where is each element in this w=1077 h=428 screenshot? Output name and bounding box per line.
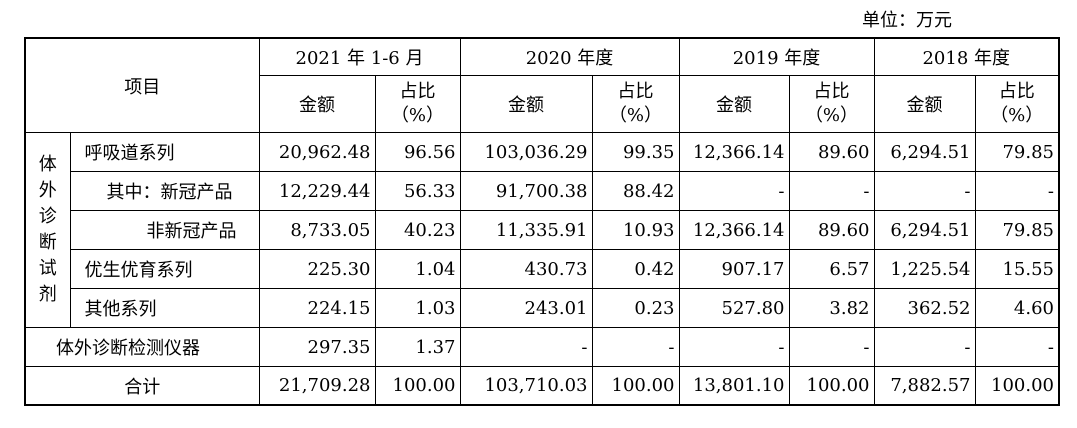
- header-item: 项目: [24, 37, 260, 133]
- cell-value: 225.30: [258, 249, 376, 289]
- cell-value: 0.42: [591, 249, 680, 289]
- cell-value: -: [591, 327, 680, 367]
- cell-value: 100.00: [974, 366, 1060, 406]
- header-row-periods: 项目 2021 年 1-6 月 2020 年度 2019 年度 2018 年度: [24, 37, 1060, 133]
- row-label: 其中：新冠产品: [69, 171, 260, 211]
- cell-value: 907.17: [678, 249, 790, 289]
- cell-value: 527.80: [678, 288, 790, 328]
- header-amount: 金额: [459, 75, 593, 133]
- row-label: 优生优育系列: [69, 249, 260, 289]
- cell-value: 99.35: [591, 132, 680, 172]
- cell-value: 10.93: [591, 210, 680, 250]
- cell-value: 100.00: [591, 366, 680, 406]
- cell-value: 1.37: [374, 327, 461, 367]
- cell-value: 13,801.10: [678, 366, 790, 406]
- cell-value: 362.52: [873, 288, 976, 328]
- row-label: 体外诊断检测仪器: [24, 327, 260, 367]
- table-row-total: 合计 21,709.28 100.00 103,710.03 100.00 13…: [24, 366, 1060, 406]
- table-row: 其他系列 224.15 1.03 243.01 0.23 527.80 3.82…: [25, 288, 1060, 328]
- table-row: 非新冠产品 8,733.05 40.23 11,335.91 10.93 12,…: [25, 210, 1060, 250]
- header-amount: 金额: [873, 75, 976, 133]
- cell-value: 0.23: [591, 288, 680, 328]
- cell-value: 1.04: [374, 249, 461, 289]
- cell-value: 100.00: [788, 366, 875, 406]
- header-ratio: 占比 （%）: [788, 75, 875, 133]
- cell-value: 4.60: [974, 288, 1060, 328]
- cell-value: 56.33: [374, 171, 461, 211]
- cell-value: -: [678, 327, 790, 367]
- table-row: 优生优育系列 225.30 1.04 430.73 0.42 907.17 6.…: [25, 249, 1060, 289]
- header-amount: 金额: [258, 75, 376, 133]
- cell-value: 430.73: [459, 249, 593, 289]
- row-label: 非新冠产品: [69, 210, 260, 250]
- cell-value: -: [974, 327, 1060, 367]
- cell-value: 20,962.48: [258, 132, 376, 172]
- cell-value: 243.01: [459, 288, 593, 328]
- cell-value: 21,709.28: [258, 366, 376, 406]
- header-ratio: 占比 （%）: [591, 75, 680, 133]
- cell-value: 1.03: [374, 288, 461, 328]
- table-row: 其中：新冠产品 12,229.44 56.33 91,700.38 88.42 …: [25, 171, 1060, 211]
- cell-value: 88.42: [591, 171, 680, 211]
- cell-value: 103,036.29: [459, 132, 593, 172]
- cell-value: -: [459, 327, 593, 367]
- cell-value: 6.57: [788, 249, 875, 289]
- cell-value: 89.60: [788, 132, 875, 172]
- cell-value: 89.60: [788, 210, 875, 250]
- cell-value: 15.55: [974, 249, 1060, 289]
- table-row: 体 外 诊 断 试 剂 呼吸道系列 20,962.48 96.56 103,03…: [24, 132, 1060, 328]
- cell-value: -: [788, 171, 875, 211]
- cell-value: 40.23: [374, 210, 461, 250]
- table-row-instrument: 体外诊断检测仪器 297.35 1.37 - - - - - -: [24, 327, 1060, 367]
- header-period-2019: 2019 年度: [678, 37, 875, 76]
- cell-value: 8,733.05: [258, 210, 376, 250]
- group-label-reagents: 体 外 诊 断 试 剂: [24, 132, 71, 328]
- cell-value: 12,366.14: [678, 210, 790, 250]
- header-period-2020: 2020 年度: [459, 37, 680, 76]
- cell-value: 100.00: [374, 366, 461, 406]
- header-period-2021h1: 2021 年 1-6 月: [258, 37, 461, 76]
- revenue-table: 项目 2021 年 1-6 月 2020 年度 2019 年度 2018 年度 …: [24, 37, 1060, 406]
- row-label: 呼吸道系列: [69, 132, 260, 172]
- cell-value: -: [873, 327, 976, 367]
- header-period-2018: 2018 年度: [873, 37, 1060, 76]
- cell-value: 12,229.44: [258, 171, 376, 211]
- cell-value: 79.85: [974, 210, 1060, 250]
- cell-value: 6,294.51: [873, 132, 976, 172]
- header-row-columns: 金额 占比 （%） 金额 占比 （%） 金额 占比 （%） 金额 占比 （%）: [25, 75, 1060, 133]
- cell-value: -: [974, 171, 1060, 211]
- cell-value: 91,700.38: [459, 171, 593, 211]
- cell-value: -: [678, 171, 790, 211]
- cell-value: 103,710.03: [459, 366, 593, 406]
- cell-value: 7,882.57: [873, 366, 976, 406]
- cell-value: -: [873, 171, 976, 211]
- cell-value: 3.82: [788, 288, 875, 328]
- cell-value: 297.35: [258, 327, 376, 367]
- cell-value: 12,366.14: [678, 132, 790, 172]
- cell-value: 224.15: [258, 288, 376, 328]
- cell-value: 6,294.51: [873, 210, 976, 250]
- row-label-total: 合计: [24, 366, 260, 406]
- cell-value: 1,225.54: [873, 249, 976, 289]
- row-label: 其他系列: [69, 288, 260, 328]
- header-ratio: 占比 （%）: [374, 75, 461, 133]
- header-amount: 金额: [678, 75, 790, 133]
- cell-value: 96.56: [374, 132, 461, 172]
- cell-value: -: [788, 327, 875, 367]
- cell-value: 11,335.91: [459, 210, 593, 250]
- header-ratio: 占比 （%）: [974, 75, 1060, 133]
- cell-value: 79.85: [974, 132, 1060, 172]
- unit-label: 单位：万元: [862, 10, 952, 31]
